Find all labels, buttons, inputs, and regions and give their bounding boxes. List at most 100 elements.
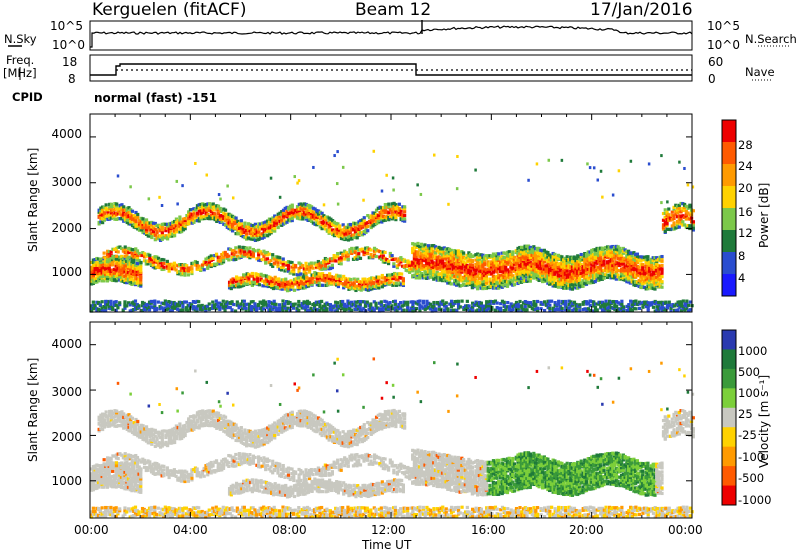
power-cell	[574, 264, 578, 268]
power-cell	[91, 274, 95, 278]
power-cell	[229, 213, 233, 217]
power-cell	[391, 272, 395, 277]
power-cell	[311, 215, 315, 219]
power-cell	[139, 275, 143, 279]
power-cell	[337, 306, 341, 310]
power-cell	[338, 280, 342, 285]
power-cell	[283, 269, 287, 273]
power-cell	[158, 238, 163, 242]
power-cell	[641, 263, 645, 267]
power-cell	[141, 222, 145, 226]
power-cell	[516, 256, 520, 260]
power-cell	[123, 250, 127, 255]
power-cell	[477, 276, 481, 281]
power-cell	[540, 275, 545, 279]
power-cell	[451, 267, 455, 271]
power-cell	[245, 282, 249, 286]
power-cell	[567, 279, 571, 283]
power-cell	[583, 263, 587, 267]
power-cell	[581, 282, 585, 286]
power-cell	[639, 268, 643, 273]
power-cell	[416, 299, 420, 304]
power-cell	[195, 219, 200, 223]
power-cell	[495, 267, 499, 271]
power-cell	[194, 208, 198, 212]
power-cell	[321, 275, 325, 279]
power-cell	[595, 268, 599, 272]
power-cell	[234, 279, 239, 283]
power-cell	[574, 286, 578, 290]
power-cell	[505, 275, 510, 279]
power-cell	[562, 280, 566, 284]
power-cell	[442, 302, 447, 306]
power-cell	[609, 247, 613, 251]
power-cell	[463, 264, 467, 269]
power-cell	[232, 302, 236, 307]
power-cell	[623, 269, 627, 273]
power-cell	[139, 216, 143, 220]
power-cell	[173, 219, 177, 224]
power-cell	[113, 247, 117, 252]
power-cell	[188, 212, 193, 216]
power-cell	[285, 284, 290, 288]
power-cell	[242, 299, 246, 303]
power-cell	[505, 280, 510, 284]
power-cell	[577, 283, 582, 287]
power-cell	[336, 274, 341, 278]
power-cell	[532, 264, 536, 269]
power-cell	[314, 307, 318, 312]
power-cell	[621, 249, 625, 253]
power-cell	[684, 213, 688, 217]
power-cell	[642, 285, 647, 289]
power-cell	[516, 258, 520, 262]
power-cell	[285, 268, 289, 272]
power-cell	[276, 212, 280, 216]
power-cell	[358, 302, 362, 306]
power-cell	[292, 277, 297, 282]
power-cell	[488, 285, 492, 289]
power-cell	[648, 265, 652, 269]
power-cell	[656, 272, 661, 276]
power-cell	[97, 257, 101, 261]
power-cell	[548, 280, 552, 284]
power-cell	[456, 268, 460, 272]
power-cell	[158, 229, 163, 233]
power-cell	[253, 230, 257, 234]
power-cell	[583, 273, 587, 277]
power-cell	[190, 213, 194, 217]
power-cell	[357, 224, 361, 228]
power-cell	[160, 225, 164, 230]
power-cell	[537, 266, 541, 270]
power-cell	[271, 264, 275, 268]
power-cell	[560, 257, 564, 262]
power-cell	[479, 266, 483, 270]
power-cell	[283, 302, 287, 306]
power-cell	[569, 282, 573, 287]
power-cell	[260, 252, 264, 256]
power-cell	[343, 282, 348, 286]
power-cell	[223, 308, 227, 312]
power-cell	[262, 299, 266, 303]
power-cell	[129, 218, 133, 222]
power-cell	[576, 254, 580, 258]
power-cell	[165, 266, 169, 270]
power-cell	[319, 276, 323, 280]
power-cell	[526, 247, 531, 251]
power-cell	[115, 217, 119, 221]
power-cell	[121, 267, 125, 271]
power-cell	[519, 250, 524, 254]
power-cell	[627, 249, 631, 253]
power-cell	[244, 246, 248, 250]
power-cell	[195, 211, 200, 215]
power-cell	[353, 303, 357, 307]
power-cell	[216, 215, 221, 219]
power-cell	[454, 279, 459, 283]
power-cell	[295, 212, 300, 216]
power-cell	[387, 280, 391, 285]
power-cell	[597, 253, 601, 258]
power-cell	[684, 209, 688, 214]
power-cell	[525, 275, 529, 279]
power-cell	[433, 245, 438, 249]
power-cell	[505, 253, 510, 258]
power-cell	[558, 274, 562, 278]
